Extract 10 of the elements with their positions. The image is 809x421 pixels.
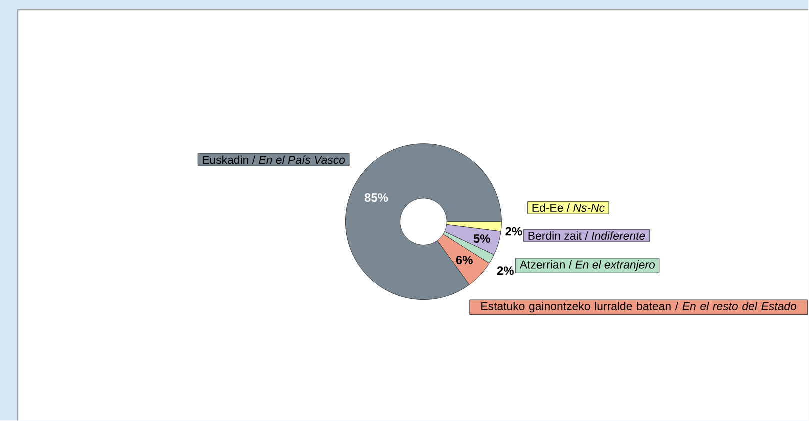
slice-label: Berdin zait / Indiferente <box>528 231 646 240</box>
data-label: 85% <box>364 193 388 202</box>
data-label: 2% <box>506 227 522 236</box>
slice-label: Atzerrian / En el extranjero <box>520 260 656 271</box>
data-label: 5% <box>474 234 490 243</box>
slice-label: Estatuko gainontzeko lurralde batean / En el resto del Estado <box>482 302 797 313</box>
slice-label: Euskadin / En el País Vasco <box>203 155 346 164</box>
data-label: 6% <box>456 256 473 264</box>
slice-label: Ed-Ee / Ns-Nc <box>532 204 605 212</box>
data-label: 2% <box>497 266 514 275</box>
